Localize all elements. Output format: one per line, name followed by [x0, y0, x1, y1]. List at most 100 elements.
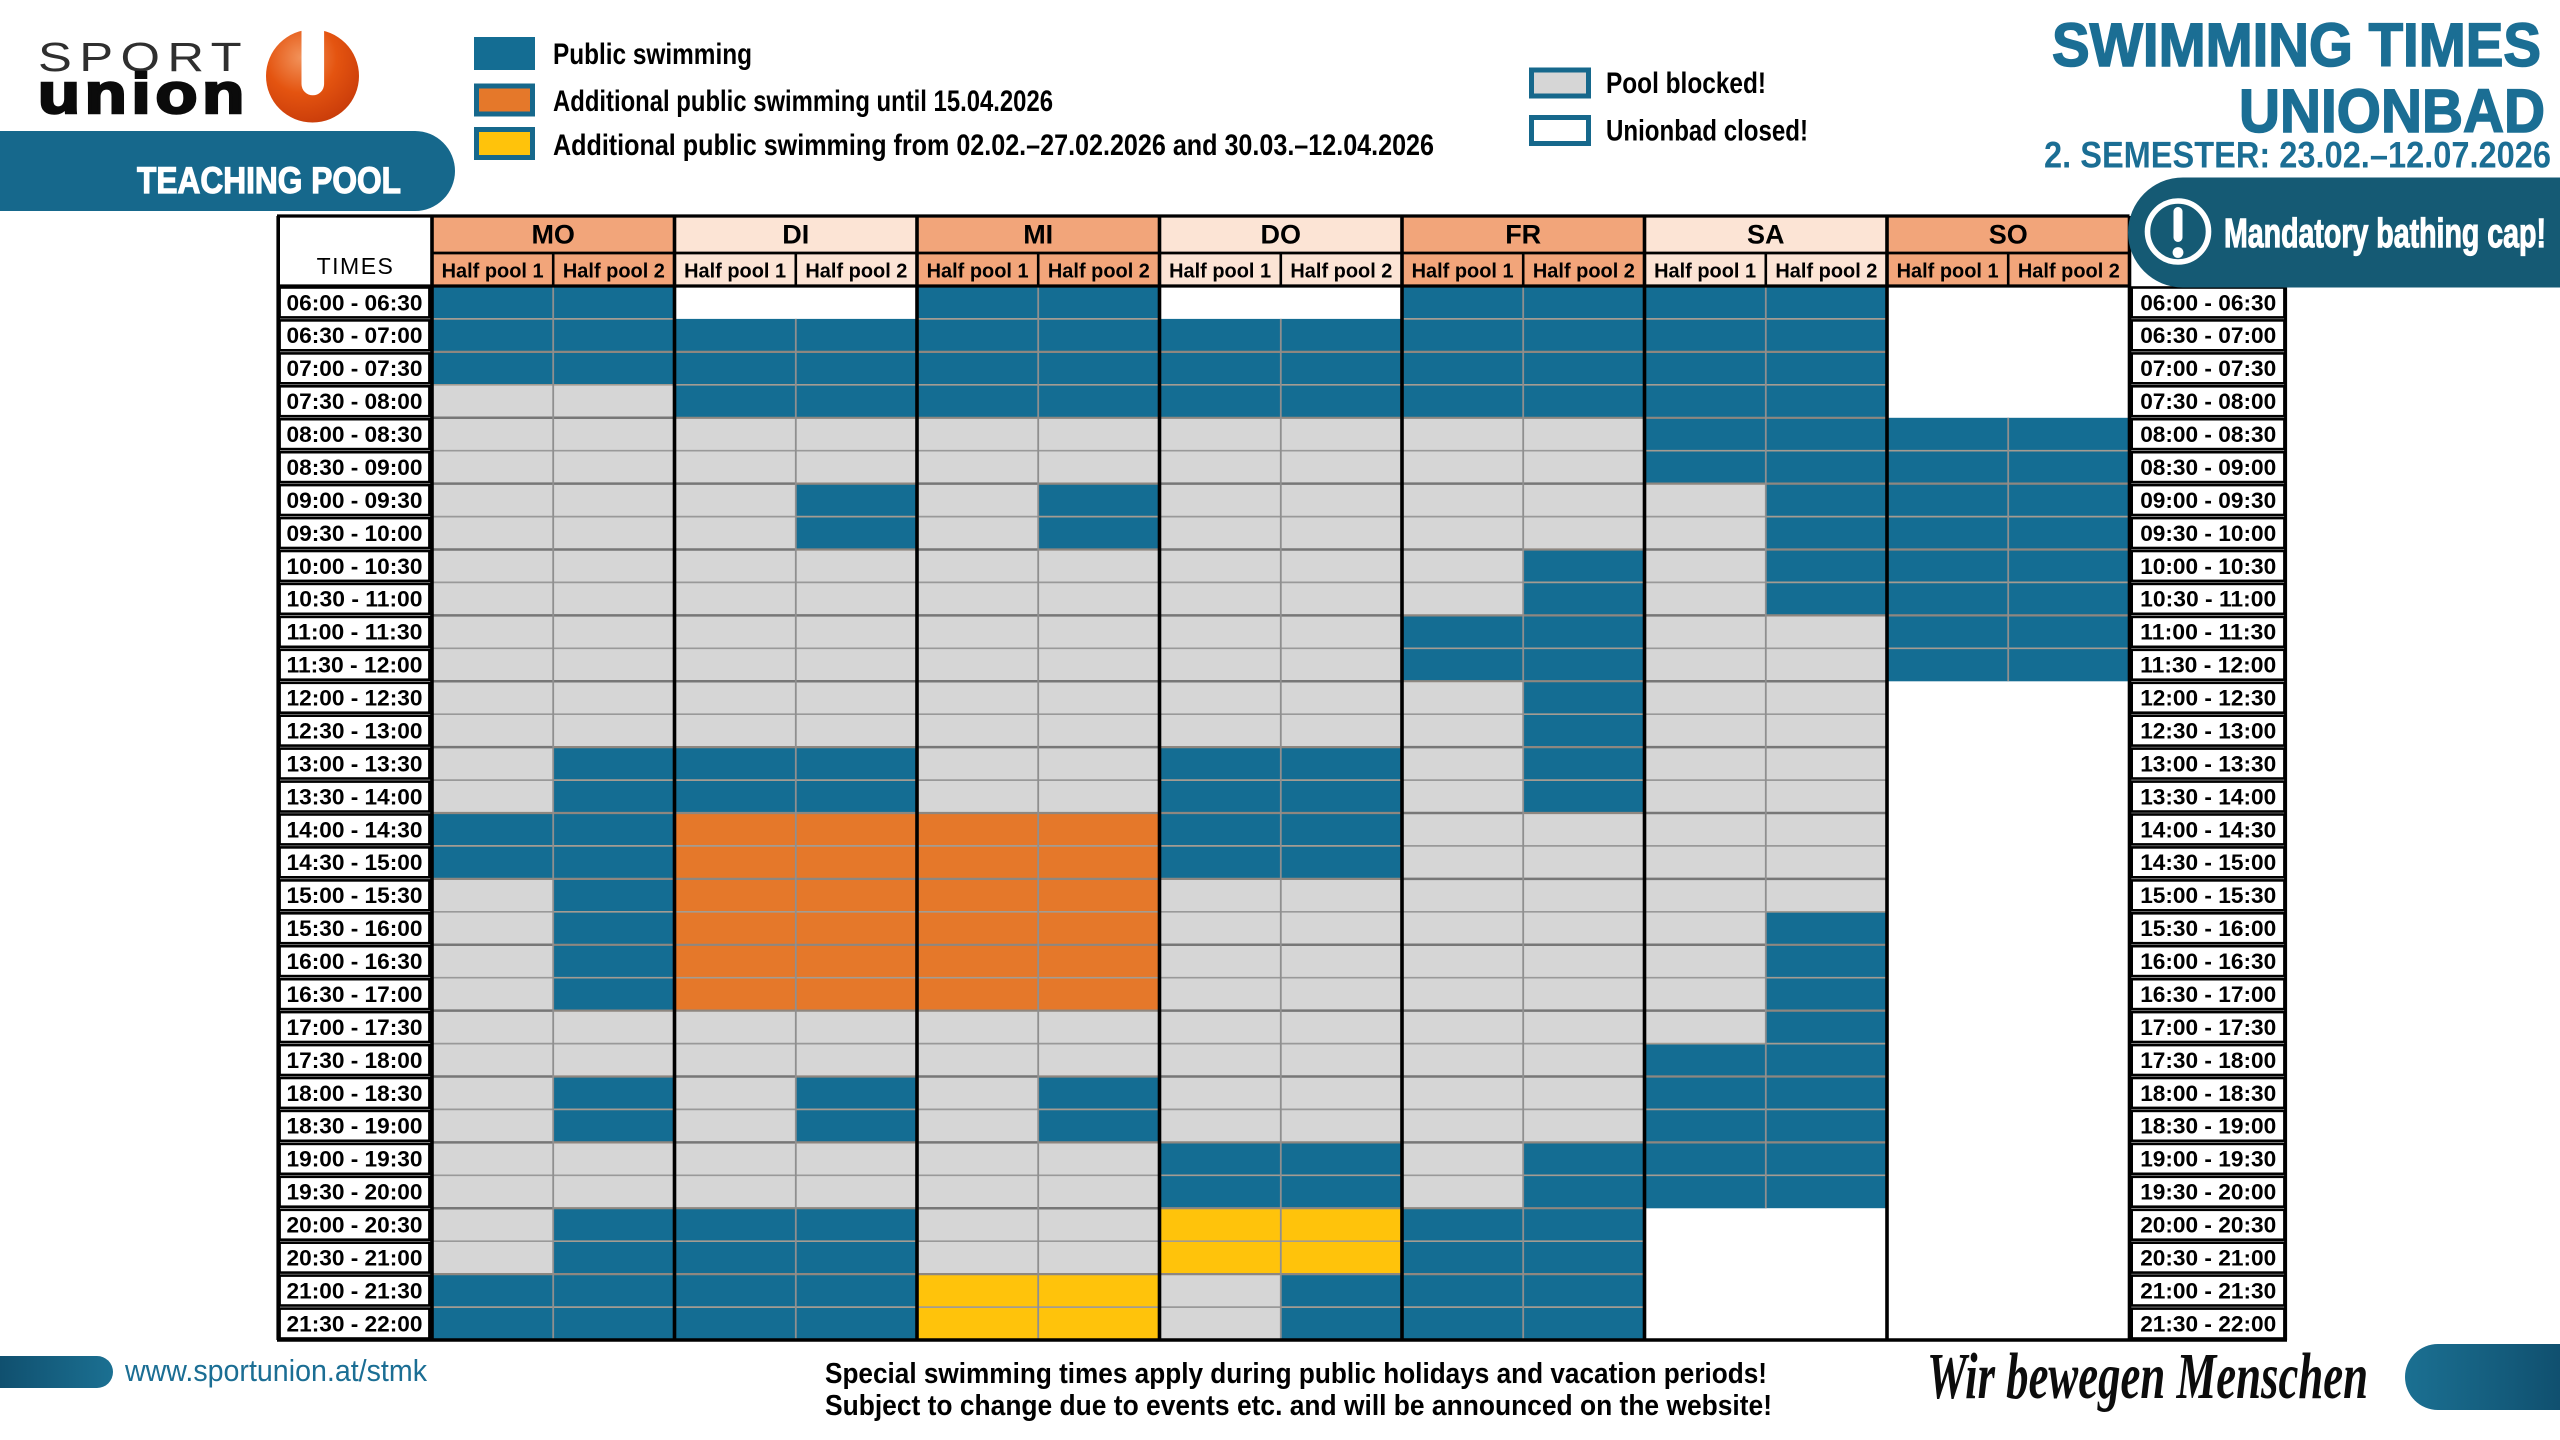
svg-text:10:30 - 11:00: 10:30 - 11:00 [287, 587, 423, 612]
svg-text:11:30 - 12:00: 11:30 - 12:00 [2140, 653, 2276, 678]
svg-text:UNIONBAD: UNIONBAD [2239, 77, 2545, 145]
svg-text:15:30 - 16:00: 15:30 - 16:00 [2140, 916, 2276, 941]
svg-text:09:30 - 10:00: 09:30 - 10:00 [2140, 521, 2276, 546]
svg-text:Wir bewegen Menschen: Wir bewegen Menschen [1927, 1340, 2368, 1413]
svg-text:21:30 - 22:00: 21:30 - 22:00 [287, 1311, 423, 1336]
svg-text:10:00 - 10:30: 10:00 - 10:30 [287, 554, 423, 579]
svg-text:17:30 - 18:00: 17:30 - 18:00 [2140, 1048, 2276, 1073]
svg-text:09:00 - 09:30: 09:00 - 09:30 [2140, 488, 2276, 513]
svg-text:TIMES: TIMES [317, 253, 395, 279]
svg-text:07:00 - 07:30: 07:00 - 07:30 [287, 356, 423, 381]
svg-text:14:00 - 14:30: 14:00 - 14:30 [2140, 817, 2276, 842]
svg-text:2. SEMESTER: 23.02.–12.07.2026: 2. SEMESTER: 23.02.–12.07.2026 [2044, 135, 2551, 176]
svg-text:SPORT: SPORT [38, 34, 249, 80]
svg-text:MI: MI [1023, 220, 1053, 250]
svg-text:20:00 - 20:30: 20:00 - 20:30 [2140, 1213, 2276, 1238]
svg-text:08:00 - 08:30: 08:00 - 08:30 [287, 422, 423, 447]
svg-text:Unionbad closed!: Unionbad closed! [1606, 115, 1808, 148]
svg-text:12:30 - 13:00: 12:30 - 13:00 [287, 719, 423, 744]
svg-text:FR: FR [1505, 220, 1541, 250]
svg-text:union: union [38, 62, 249, 126]
svg-text:18:30 - 19:00: 18:30 - 19:00 [287, 1114, 423, 1139]
svg-text:09:30 - 10:00: 09:30 - 10:00 [287, 521, 423, 546]
svg-text:16:30 - 17:00: 16:30 - 17:00 [287, 982, 423, 1007]
svg-text:07:30 - 08:00: 07:30 - 08:00 [2140, 389, 2276, 414]
svg-text:Half pool 1: Half pool 1 [684, 261, 786, 283]
svg-text:19:00 - 19:30: 19:00 - 19:30 [287, 1147, 423, 1172]
svg-text:08:30 - 09:00: 08:30 - 09:00 [287, 455, 423, 480]
svg-text:13:00 - 13:30: 13:00 - 13:30 [2140, 751, 2276, 776]
svg-text:17:00 - 17:30: 17:00 - 17:30 [287, 1015, 423, 1040]
svg-text:20:30 - 21:00: 20:30 - 21:00 [287, 1246, 423, 1271]
svg-text:09:00 - 09:30: 09:00 - 09:30 [287, 488, 423, 513]
svg-text:15:00 - 15:30: 15:00 - 15:30 [287, 883, 423, 908]
svg-text:Special swimming times apply d: Special swimming times apply during publ… [825, 1358, 1767, 1390]
svg-text:17:00 - 17:30: 17:00 - 17:30 [2140, 1015, 2276, 1040]
svg-text:19:00 - 19:30: 19:00 - 19:30 [2140, 1147, 2276, 1172]
svg-text:Additional public swimming unt: Additional public swimming until 15.04.2… [553, 85, 1053, 118]
svg-text:07:00 - 07:30: 07:00 - 07:30 [2140, 356, 2276, 381]
svg-text:07:30 - 08:00: 07:30 - 08:00 [287, 389, 423, 414]
svg-text:18:00 - 18:30: 18:00 - 18:30 [287, 1081, 423, 1106]
svg-text:MO: MO [531, 220, 575, 250]
svg-text:Half pool 2: Half pool 2 [563, 261, 665, 283]
svg-text:13:30 - 14:00: 13:30 - 14:00 [2140, 784, 2276, 809]
svg-text:18:30 - 19:00: 18:30 - 19:00 [2140, 1114, 2276, 1139]
svg-text:Half pool 1: Half pool 1 [1169, 261, 1271, 283]
svg-text:18:00 - 18:30: 18:00 - 18:30 [2140, 1081, 2276, 1106]
svg-text:10:30 - 11:00: 10:30 - 11:00 [2140, 587, 2276, 612]
svg-text:Half pool 1: Half pool 1 [927, 261, 1029, 283]
svg-text:16:00 - 16:30: 16:00 - 16:30 [2140, 949, 2276, 974]
svg-text:13:30 - 14:00: 13:30 - 14:00 [287, 784, 423, 809]
svg-text:06:30 - 07:00: 06:30 - 07:00 [287, 323, 423, 348]
svg-text:Half pool 1: Half pool 1 [1897, 261, 1999, 283]
svg-text:12:00 - 12:30: 12:00 - 12:30 [287, 686, 423, 711]
svg-text:17:30 - 18:00: 17:30 - 18:00 [287, 1048, 423, 1073]
svg-text:21:00 - 21:30: 21:00 - 21:30 [287, 1278, 423, 1303]
svg-text:TEACHING POOL: TEACHING POOL [137, 160, 401, 201]
svg-text:08:00 - 08:30: 08:00 - 08:30 [2140, 422, 2276, 447]
svg-text:Half pool 2: Half pool 2 [1775, 261, 1877, 283]
svg-text:Subject to change due to event: Subject to change due to events etc. and… [825, 1390, 1772, 1422]
svg-text:11:30 - 12:00: 11:30 - 12:00 [287, 653, 423, 678]
svg-text:Pool blocked!: Pool blocked! [1606, 67, 1766, 100]
svg-text:20:00 - 20:30: 20:00 - 20:30 [287, 1213, 423, 1238]
svg-text:SA: SA [1747, 220, 1785, 250]
svg-text:13:00 - 13:30: 13:00 - 13:30 [287, 751, 423, 776]
svg-text:21:30 - 22:00: 21:30 - 22:00 [2140, 1311, 2276, 1336]
svg-text:Additional public swimming fro: Additional public swimming from 02.02.–2… [553, 129, 1434, 162]
svg-text:06:00 - 06:30: 06:00 - 06:30 [287, 290, 423, 315]
svg-text:15:00 - 15:30: 15:00 - 15:30 [2140, 883, 2276, 908]
svg-text:Half pool 1: Half pool 1 [1412, 261, 1514, 283]
svg-text:Half pool 2: Half pool 2 [1048, 261, 1150, 283]
svg-text:21:00 - 21:30: 21:00 - 21:30 [2140, 1278, 2276, 1303]
svg-text:Mandatory bathing cap!: Mandatory bathing cap! [2224, 210, 2546, 256]
svg-text:Public swimming: Public swimming [553, 38, 752, 71]
svg-text:11:00 - 11:30: 11:00 - 11:30 [287, 620, 423, 645]
svg-text:Half pool 1: Half pool 1 [1654, 261, 1756, 283]
svg-text:Half pool 1: Half pool 1 [442, 261, 544, 283]
svg-text:20:30 - 21:00: 20:30 - 21:00 [2140, 1246, 2276, 1271]
svg-text:15:30 - 16:00: 15:30 - 16:00 [287, 916, 423, 941]
svg-text:DI: DI [782, 220, 809, 250]
svg-text:Half pool 2: Half pool 2 [805, 261, 907, 283]
svg-text:SO: SO [1989, 220, 2028, 250]
svg-text:19:30 - 20:00: 19:30 - 20:00 [2140, 1180, 2276, 1205]
svg-text:06:30 - 07:00: 06:30 - 07:00 [2140, 323, 2276, 348]
svg-text:Half pool 2: Half pool 2 [1533, 261, 1635, 283]
svg-text:Half pool 2: Half pool 2 [1290, 261, 1392, 283]
svg-text:14:30 - 15:00: 14:30 - 15:00 [287, 850, 423, 875]
svg-text:19:30 - 20:00: 19:30 - 20:00 [287, 1180, 423, 1205]
svg-text:DO: DO [1261, 220, 1302, 250]
svg-text:SWIMMING TIMES: SWIMMING TIMES [2052, 11, 2541, 79]
svg-text:www.sportunion.at/stmk: www.sportunion.at/stmk [124, 1353, 427, 1388]
svg-text:Half pool 2: Half pool 2 [2018, 261, 2120, 283]
svg-text:10:00 - 10:30: 10:00 - 10:30 [2140, 554, 2276, 579]
svg-text:14:30 - 15:00: 14:30 - 15:00 [2140, 850, 2276, 875]
svg-text:12:30 - 13:00: 12:30 - 13:00 [2140, 719, 2276, 744]
svg-text:06:00 - 06:30: 06:00 - 06:30 [2140, 290, 2276, 315]
svg-text:11:00 - 11:30: 11:00 - 11:30 [2140, 620, 2276, 645]
svg-text:14:00 - 14:30: 14:00 - 14:30 [287, 817, 423, 842]
svg-text:16:30 - 17:00: 16:30 - 17:00 [2140, 982, 2276, 1007]
svg-text:16:00 - 16:30: 16:00 - 16:30 [287, 949, 423, 974]
